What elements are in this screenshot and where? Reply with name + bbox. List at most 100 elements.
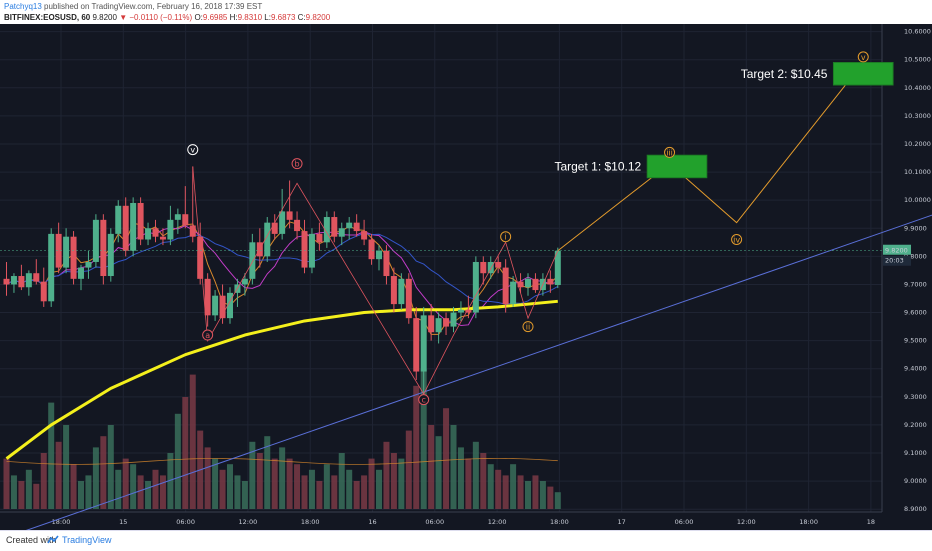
x-tick-label: 06:00 xyxy=(176,518,195,526)
volume-bar xyxy=(279,447,285,509)
volume-bar xyxy=(495,470,501,509)
candle-body xyxy=(287,211,293,219)
volume-bar xyxy=(331,475,337,509)
candle-body xyxy=(398,279,404,304)
candle-body xyxy=(100,220,106,276)
tradingview-brand[interactable]: TradingView xyxy=(62,535,112,545)
y-tick-label: 10.6000 xyxy=(904,28,931,36)
x-tick-label: 18 xyxy=(867,518,875,526)
volume-bar xyxy=(78,481,84,509)
volume-bar xyxy=(85,475,91,509)
volume-bar xyxy=(153,470,159,509)
volume-bar xyxy=(272,459,278,509)
volume-bar xyxy=(480,453,486,509)
candle-body xyxy=(458,310,464,313)
volume-bar xyxy=(488,464,494,509)
volume-bar xyxy=(436,436,442,509)
symbol-label: BITFINEX:EOSUSD, 60 xyxy=(4,13,90,22)
last-price: 9.8200 xyxy=(92,13,116,22)
price-chart[interactable]: 10.6000 10.5000 10.4000 10.3000 10.2000 10.10… xyxy=(0,24,932,530)
volume-bar xyxy=(212,459,218,509)
y-tick-label: 10.4000 xyxy=(904,84,931,92)
wave-label: b xyxy=(295,160,300,169)
candle-body xyxy=(41,282,47,302)
wave-label: iv xyxy=(733,236,740,245)
x-tick-label: 12:00 xyxy=(239,518,258,526)
close-label: C: xyxy=(298,13,306,22)
volume-bar xyxy=(398,459,404,509)
volume-bar xyxy=(4,459,10,509)
volume-bar xyxy=(287,459,293,509)
y-tick-label: 9.2000 xyxy=(904,421,927,429)
volume-bar xyxy=(316,481,322,509)
x-tick-label: 18:00 xyxy=(799,518,818,526)
candle-body xyxy=(316,234,322,242)
candle-body xyxy=(406,279,412,318)
volume-bar xyxy=(465,459,471,509)
candle-body xyxy=(48,234,54,301)
published-text: published on TradingView.com, February 1… xyxy=(42,2,262,11)
y-tick-label: 9.7000 xyxy=(904,280,927,288)
volume-bar xyxy=(108,425,114,509)
candle-body xyxy=(547,279,553,285)
volume-bar xyxy=(443,408,449,509)
volume-bar xyxy=(458,447,464,509)
candle-body xyxy=(33,273,39,281)
candle-body xyxy=(525,279,531,287)
candle-body xyxy=(376,251,382,259)
candle-body xyxy=(205,279,211,316)
y-tick-label: 10.2000 xyxy=(904,140,931,148)
x-tick-label: 17 xyxy=(618,518,626,526)
candle-body xyxy=(532,279,538,290)
candle-body xyxy=(4,279,10,285)
volume-bar xyxy=(18,481,24,509)
volume-bar xyxy=(190,375,196,509)
x-tick-label: 18:00 xyxy=(52,518,71,526)
candle-body xyxy=(153,228,159,236)
y-tick-label: 10.3000 xyxy=(904,112,931,120)
candle-body xyxy=(78,268,84,279)
volume-bar xyxy=(346,470,352,509)
candle-body xyxy=(451,313,457,327)
volume-bar xyxy=(324,464,330,509)
candle-body xyxy=(503,268,509,305)
y-tick-label: 10.5000 xyxy=(904,56,931,64)
candle-body xyxy=(443,318,449,326)
volume-bar xyxy=(309,470,315,509)
x-tick-label: 18:00 xyxy=(301,518,320,526)
volume-bar xyxy=(220,470,226,509)
volume-bar xyxy=(145,481,151,509)
volume-bar xyxy=(339,453,345,509)
low-label: L: xyxy=(264,13,271,22)
volume-bar xyxy=(540,481,546,509)
volume-bar xyxy=(406,431,412,509)
y-tick-label: 10.1000 xyxy=(904,168,931,176)
candle-body xyxy=(115,206,121,234)
volume-bar xyxy=(257,453,263,509)
candle-body xyxy=(93,220,99,262)
low-value: 9.6873 xyxy=(271,13,295,22)
volume-bar xyxy=(93,447,99,509)
volume-bar xyxy=(555,492,561,509)
price-change: −0.0110 (−0.11%) xyxy=(129,13,192,22)
y-tick-label: 9.9000 xyxy=(904,224,927,232)
volume-bar xyxy=(63,425,69,509)
y-tick-label: 9.0000 xyxy=(904,477,927,485)
volume-bar xyxy=(354,481,360,509)
volume-bar xyxy=(451,425,457,509)
high-label: H: xyxy=(230,13,238,22)
candle-body xyxy=(383,251,389,276)
volume-bar xyxy=(302,475,308,509)
chart-area[interactable]: 10.6000 10.5000 10.4000 10.3000 10.2000 10.10… xyxy=(0,24,932,530)
volume-bar xyxy=(413,386,419,509)
volume-bar xyxy=(71,464,77,509)
author-link[interactable]: Patchyq13 xyxy=(4,2,42,11)
volume-bar xyxy=(391,453,397,509)
candle-body xyxy=(26,273,32,287)
candle-body xyxy=(361,231,367,239)
volume-bar xyxy=(234,475,240,509)
last-price-badge-text: 9.8200 xyxy=(885,247,908,255)
candle-body xyxy=(354,223,360,231)
ohlc-legend: BITFINEX:EOSUSD, 60 9.8200 ▼ −0.0110 (−0… xyxy=(4,13,330,22)
candle-body xyxy=(138,203,144,240)
